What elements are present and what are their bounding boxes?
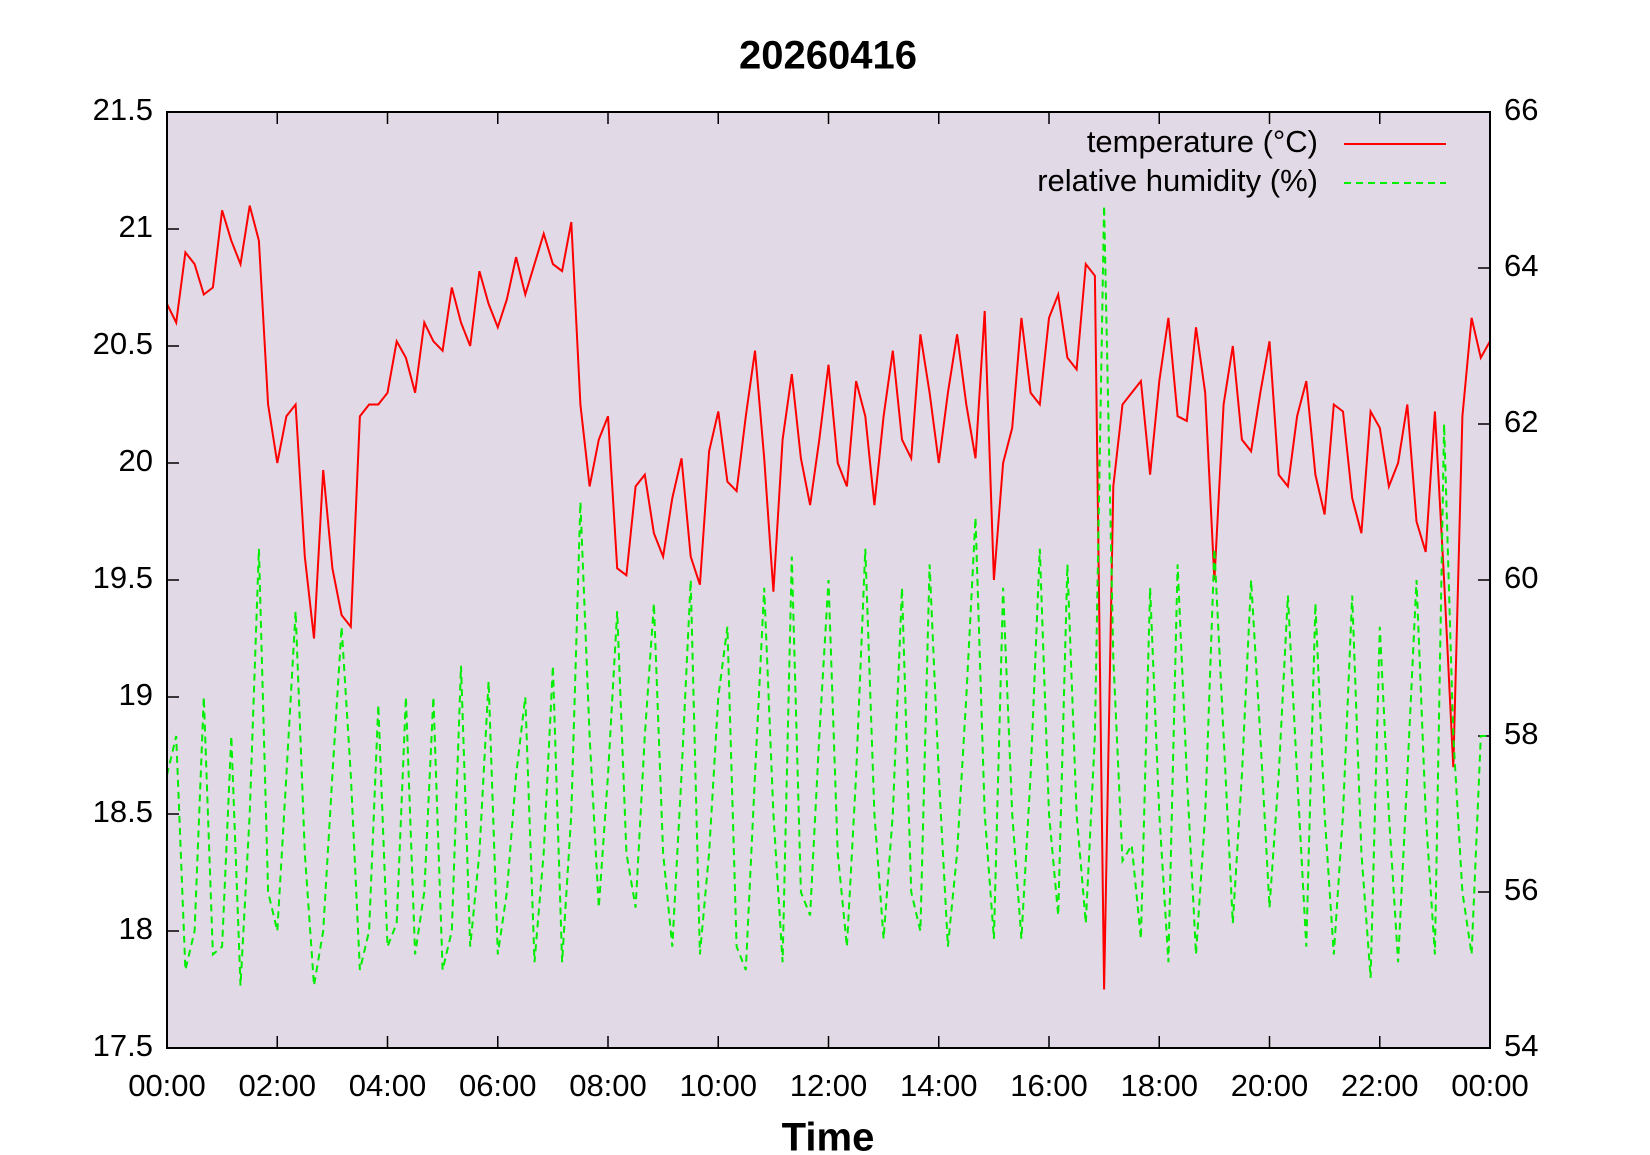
y-tick-label: 19 [119,677,153,712]
y-tick-label: 19.5 [93,560,153,595]
y2-tick-label: 54 [1504,1028,1538,1063]
y2-tick-label: 60 [1504,560,1538,595]
chart-title: 20260416 [739,34,917,78]
y-tick-label: 21.5 [93,92,153,127]
x-tick-label: 16:00 [1010,1068,1088,1103]
x-tick-label: 04:00 [349,1068,427,1103]
y2-tick-label: 62 [1504,404,1538,439]
x-tick-label: 06:00 [459,1068,537,1103]
x-tick-label: 22:00 [1341,1068,1419,1103]
x-tick-label: 00:00 [1451,1068,1529,1103]
x-tick-label: 00:00 [128,1068,206,1103]
y-tick-label: 17.5 [93,1028,153,1063]
plot-frame [166,111,1491,1049]
y-tick-label: 20.5 [93,326,153,361]
y2-tick-label: 58 [1504,716,1538,751]
legend-label: relative humidity (%) [1037,163,1318,198]
legend-label: temperature (°C) [1087,124,1318,159]
y2-tick-label: 66 [1504,92,1538,127]
x-tick-label: 20:00 [1231,1068,1309,1103]
y-tick-label: 21 [119,209,153,244]
x-axis-label: Time [782,1116,875,1155]
x-tick-label: 02:00 [238,1068,316,1103]
x-tick-label: 08:00 [569,1068,647,1103]
x-tick-label: 14:00 [900,1068,978,1103]
y2-tick-label: 56 [1504,872,1538,907]
series-line [166,205,1491,990]
y-tick-label: 18.5 [93,794,153,829]
x-tick-label: 18:00 [1120,1068,1198,1103]
y-tick-label: 18 [119,911,153,946]
y-tick-label: 20 [119,443,153,478]
series-line [166,205,1490,986]
x-tick-label: 12:00 [790,1068,868,1103]
y2-tick-label: 64 [1504,248,1538,283]
x-tick-label: 10:00 [679,1068,757,1103]
